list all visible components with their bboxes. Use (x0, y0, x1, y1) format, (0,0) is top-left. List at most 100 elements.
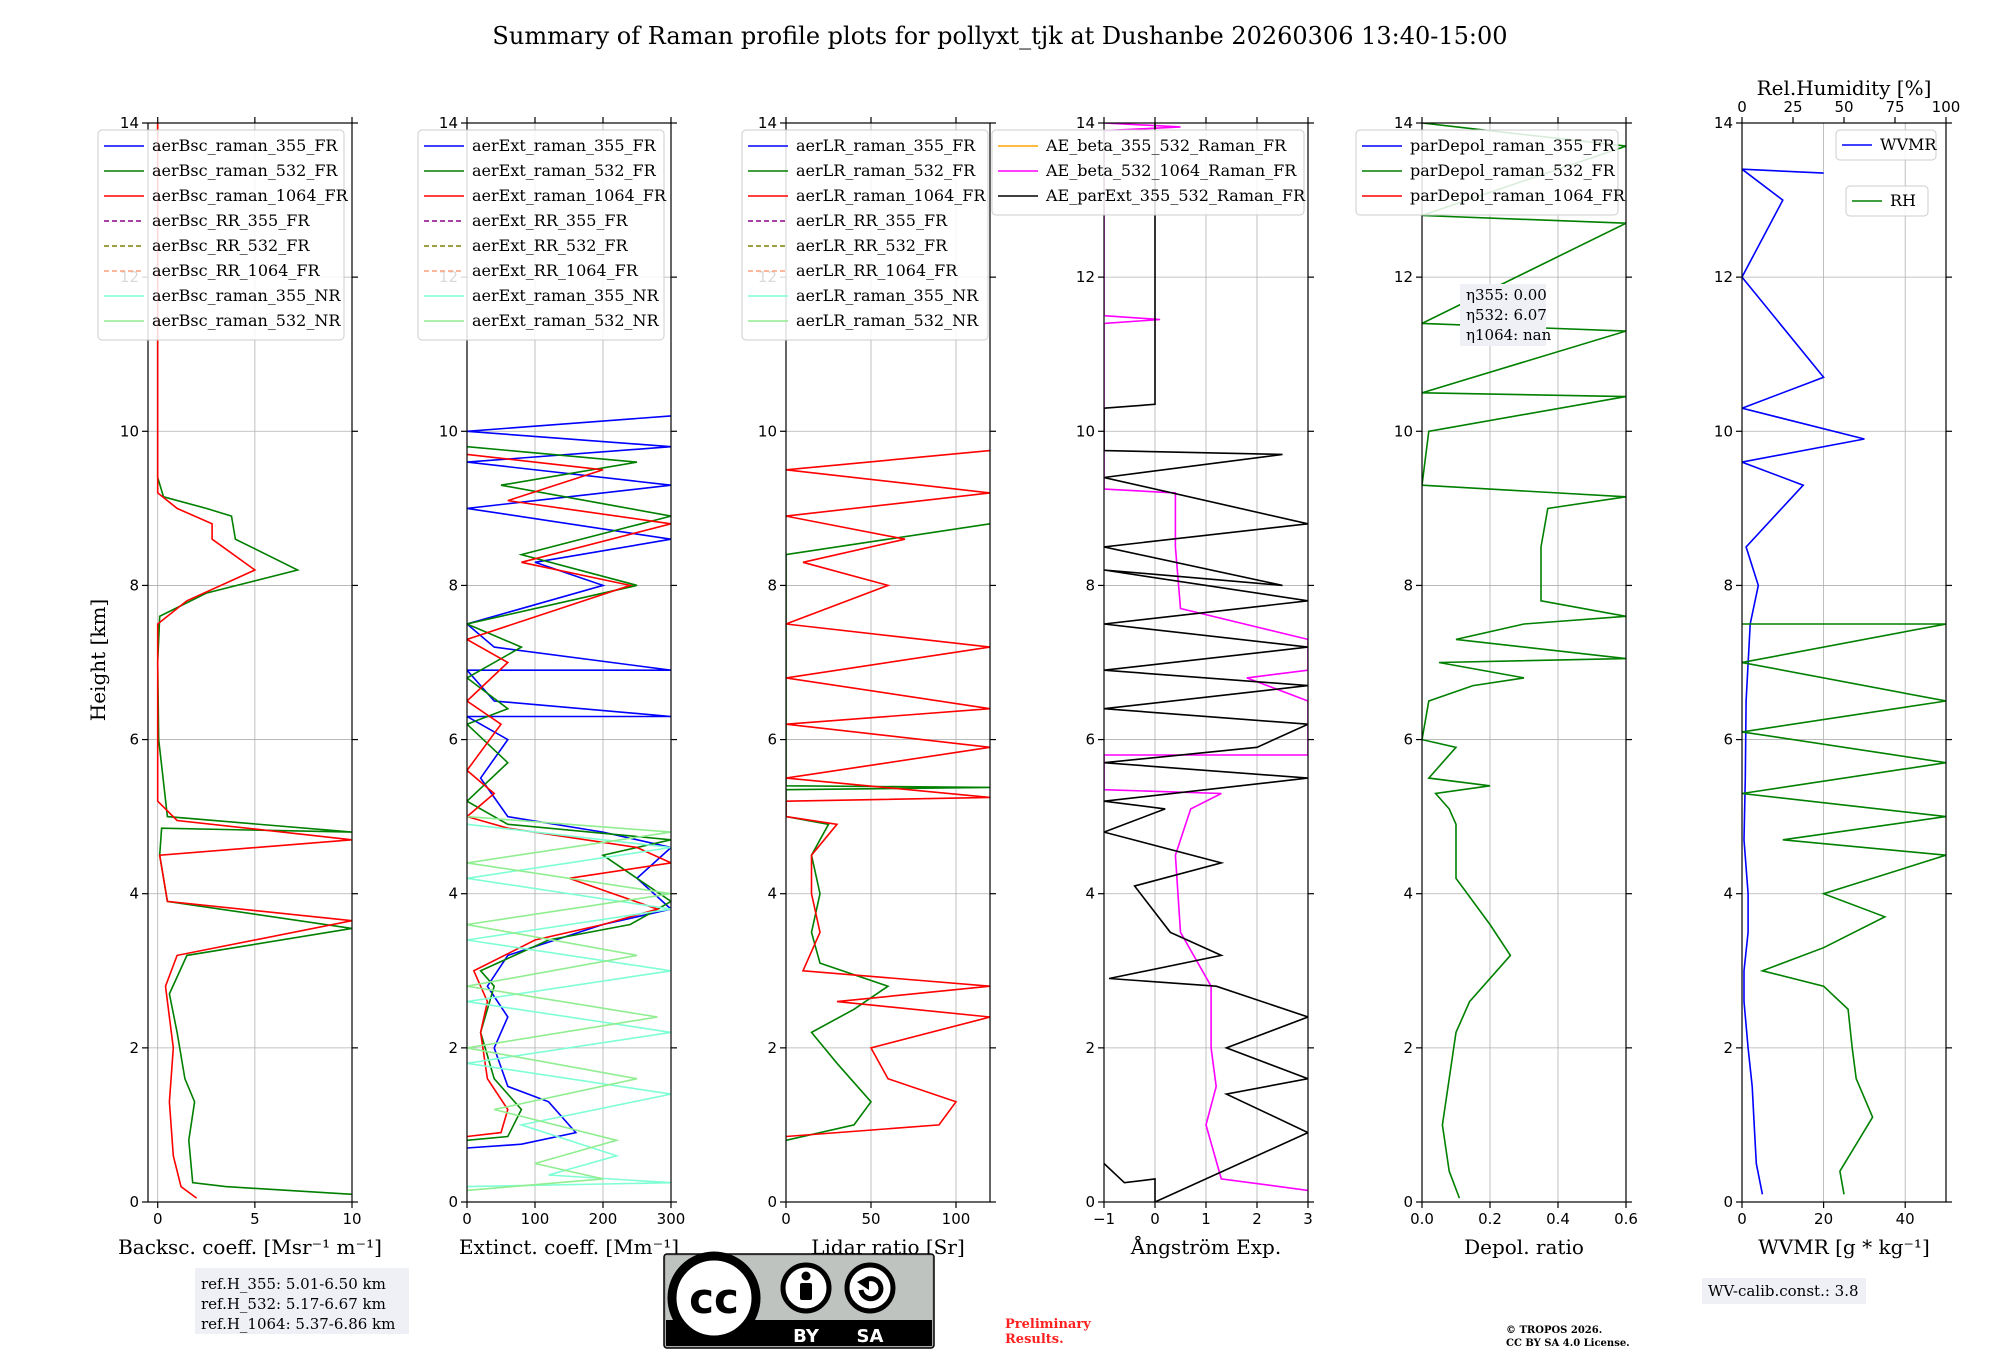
legend-label: AE_parExt_355_532_Raman_FR (1045, 186, 1306, 205)
y-tick-label: 14 (1076, 114, 1095, 132)
series-line-aerBsc_raman_532_FR (156, 123, 352, 1196)
plot-frame (466, 122, 672, 1203)
legend: aerExt_raman_355_FR aerExt_raman_532_FRae… (417, 129, 667, 341)
y-tick-label: 10 (120, 422, 139, 440)
legend-label: parDepol_raman_532_FR (1410, 161, 1616, 180)
legend-label: aerBsc_raman_532_NR (152, 311, 341, 330)
y-tick-label: 0 (1723, 1193, 1733, 1211)
series-line-parDepol_raman_532_FR (1422, 123, 1626, 1199)
plot-frame (147, 122, 353, 1203)
x-axis-label: WVMR [g * kg⁻¹] (1758, 1235, 1930, 1259)
y-tick-label: 0 (767, 1193, 777, 1211)
y-tick-label: 12 (1714, 268, 1733, 286)
legend-label: aerLR_RR_1064_FR (796, 261, 958, 280)
series-line-aerExt_raman_532_NR (467, 815, 671, 1192)
legend-label: aerLR_raman_355_NR (796, 286, 979, 305)
y-tick-label: 10 (758, 422, 777, 440)
legend-box (417, 129, 665, 341)
y-tick-label: 2 (129, 1039, 139, 1057)
cc-text: cc (689, 1274, 739, 1323)
y-tick-label: 4 (767, 885, 777, 903)
eta-line: η355: 0.00 (1466, 286, 1547, 304)
y-tick-label: 6 (1403, 731, 1413, 749)
x-tick-label: 0 (153, 1210, 163, 1228)
legend-label: RH (1890, 191, 1916, 210)
reference-height-box: ref.H_355: 5.01-6.50 km ref.H_532: 5.17-… (195, 1268, 409, 1334)
x-tick-label: 2 (1252, 1210, 1262, 1228)
y-tick-label: 8 (129, 576, 139, 594)
y-tick-label: 14 (120, 114, 139, 132)
plot-frame (1421, 122, 1627, 1203)
x-tick-label: 0.2 (1478, 1210, 1502, 1228)
series-line-WVMR (1742, 168, 1865, 1195)
series-line-RH (1742, 623, 1946, 1195)
panels: 024681012140510Backsc. coeff. [Msr⁻¹ m⁻¹… (86, 76, 1960, 1259)
y-tick-label: 2 (767, 1039, 777, 1057)
x-tick-label: 0 (462, 1210, 472, 1228)
panel-bsc: 024681012140510Backsc. coeff. [Msr⁻¹ m⁻¹… (97, 114, 382, 1259)
wv-calib-box: WV-calib.const.: 3.8 (1702, 1278, 1866, 1304)
legend-label: aerExt_RR_532_FR (472, 236, 629, 255)
legend-label: aerExt_raman_532_FR (472, 161, 657, 180)
legend: parDepol_raman_355_FR parDepol_raman_532_… (1355, 129, 1626, 216)
series-line-aerLR_raman_532_FR (786, 523, 990, 1142)
x-axis-label: Extinct. coeff. [Mm⁻¹] (459, 1235, 679, 1259)
legend-label: aerLR_raman_532_NR (796, 311, 979, 330)
legend-label: aerLR_raman_1064_FR (796, 186, 986, 205)
legend-label: aerExt_raman_355_NR (472, 286, 660, 305)
x-tick-label: 20 (1814, 1210, 1833, 1228)
x-tick-label: 10 (342, 1210, 361, 1228)
legend-label: aerExt_RR_1064_FR (472, 261, 639, 280)
top-tick-label: 75 (1885, 98, 1904, 116)
eta-box-bg (1460, 284, 1546, 346)
x-tick-label: 0 (781, 1210, 791, 1228)
eta-box: η355: 0.00 η532: 6.07 η1064: nan (1460, 284, 1552, 346)
legend-label: WVMR (1880, 135, 1937, 154)
sa-share-icon (844, 1262, 896, 1314)
x-tick-label: 0.0 (1410, 1210, 1434, 1228)
y-tick-label: 2 (1085, 1039, 1095, 1057)
refh-532: ref.H_532: 5.17-6.67 km (201, 1295, 386, 1313)
x-tick-label: 100 (942, 1210, 971, 1228)
y-tick-label: 4 (1723, 885, 1733, 903)
y-tick-label: 0 (129, 1193, 139, 1211)
y-tick-label: 4 (1403, 885, 1413, 903)
legend-label: aerLR_RR_532_FR (796, 236, 948, 255)
legend-label: aerExt_raman_1064_FR (472, 186, 667, 205)
x-axis-label: Backsc. coeff. [Msr⁻¹ m⁻¹] (118, 1235, 382, 1259)
legend: WVMR RH (1835, 129, 1937, 217)
x-tick-label: 0 (1737, 1210, 1747, 1228)
y-tick-label: 4 (1085, 885, 1095, 903)
y-tick-label: 10 (1394, 422, 1413, 440)
top-axis-label: Rel.Humidity [%] (1757, 76, 1932, 100)
copyright-line-2: CC BY SA 4.0 License. (1506, 1338, 1630, 1349)
top-tick-label: 25 (1783, 98, 1802, 116)
y-tick-label: 0 (1403, 1193, 1413, 1211)
legend: aerLR_raman_355_FR aerLR_raman_532_FR aerL… (741, 129, 989, 341)
figure-title: Summary of Raman profile plots for polly… (492, 22, 1507, 50)
panel-depol: 0 2 4 6 8 10 12 14 0.0 0.2 0.4 0.6 Depol. ratio parDe… (1355, 114, 1638, 1259)
y-tick-label: 6 (1085, 731, 1095, 749)
y-tick-label: 2 (1403, 1039, 1413, 1057)
series-line-aerExt_raman_355_NR (467, 823, 671, 1188)
series-line-AE_beta_532_1064_Raman_FR (1104, 123, 1308, 1192)
legend: aerBsc_raman_355_FR aerBsc_raman_532_FRae… (97, 129, 349, 341)
legend-label: aerBsc_raman_532_FR (152, 161, 338, 180)
y-tick-label: 0 (1085, 1193, 1095, 1211)
cc-icon (667, 1251, 761, 1345)
y-tick-label: 6 (1723, 731, 1733, 749)
legend-label: parDepol_raman_355_FR (1410, 136, 1616, 155)
y-tick-label: 4 (448, 885, 458, 903)
plot-frame (1103, 122, 1309, 1203)
x-tick-label: 100 (521, 1210, 550, 1228)
preliminary-line-1: Preliminary (1005, 1317, 1091, 1332)
top-tick-label: 100 (1932, 98, 1961, 116)
legend-box (991, 129, 1305, 216)
cc-by-sa-logo: cc BY SA (663, 1251, 935, 1349)
legend-label: aerExt_raman_355_FR (472, 136, 657, 155)
refh-355: ref.H_355: 5.01-6.50 km (201, 1275, 386, 1293)
y-tick-label: 0 (448, 1193, 458, 1211)
series-group (1104, 123, 1308, 1202)
